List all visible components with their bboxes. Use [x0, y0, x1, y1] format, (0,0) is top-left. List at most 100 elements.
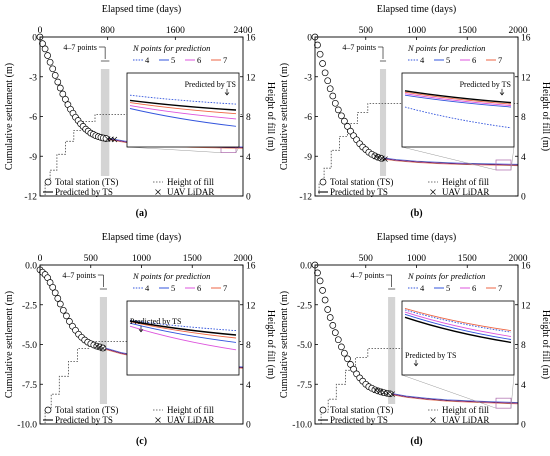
inset-line-4: [404, 309, 512, 333]
lidar-point: [100, 345, 106, 352]
y-left-tick-label: 0: [32, 34, 37, 44]
inset-legend-value: 6: [472, 283, 476, 293]
ts-point: [59, 90, 67, 98]
zoom-connector-left: [401, 146, 497, 171]
series-prediction-n-5: [390, 392, 519, 403]
legend-lidar-marker: [430, 417, 436, 423]
x-tick-label: 500: [359, 26, 374, 36]
inset-frame: [401, 300, 515, 376]
ts-point: [334, 106, 342, 114]
ts-point: [321, 69, 329, 77]
ts-point: [39, 40, 46, 47]
ts-point: [59, 306, 67, 314]
lidar-point: [377, 388, 383, 395]
ts-point: [331, 99, 339, 107]
ts-point: [329, 92, 337, 100]
series-prediction-n-7: [390, 394, 519, 405]
y-right-tick-label: 12: [521, 73, 531, 83]
left-y-axis-title: Cumulative settlement (m): [4, 291, 15, 398]
ts-point: [326, 85, 334, 93]
inset-predicted-label: Predicted by TS: [405, 351, 456, 360]
zoom-box: [495, 397, 512, 409]
y-left-tick-label: -9: [29, 153, 37, 163]
inset-legend-value: 5: [171, 283, 175, 293]
legend-lidar-label: UAV LiDAR: [442, 415, 489, 425]
ts-point: [314, 269, 321, 277]
lidar-point: [373, 387, 379, 394]
inset-legend-title: N points for prediction: [132, 43, 210, 53]
inset-legend-value: 6: [197, 283, 201, 293]
inset-line-5: [404, 313, 512, 340]
legend-pred-label: Predicted by TS: [55, 415, 113, 425]
ts-point: [341, 117, 348, 125]
ts-point: [338, 343, 345, 351]
panel-3: Elapsed time (days) Cumulative settlement…: [4, 232, 276, 447]
ts-point: [350, 365, 357, 373]
ts-point: [54, 295, 62, 302]
y-left-tick-label: -3: [29, 73, 37, 83]
y-left-tick-label: -2.5: [297, 301, 312, 311]
inset-line-6: [129, 325, 237, 351]
inset-legend-bg: [129, 270, 237, 294]
x-tick-label: 1500: [458, 254, 477, 264]
y-right-tick-label: 12: [246, 301, 256, 311]
y-right-tick-label: 4: [521, 153, 526, 163]
inset-arrow: [224, 88, 230, 96]
inset-legend-bg: [129, 42, 237, 66]
ts-point: [347, 361, 354, 368]
lidar-point: [379, 155, 385, 162]
top-x-axis-title: Elapsed time (days): [377, 232, 456, 243]
y-right-tick-label: 0: [521, 421, 526, 431]
band-label: 4–7 points: [62, 271, 96, 280]
legend-pred-label: Predicted by TS: [330, 415, 388, 425]
y-right-tick-label: 16: [246, 262, 256, 272]
legend-lidar-marker: [430, 189, 436, 195]
panel-label: (d): [410, 436, 422, 447]
inset-arrow: [499, 88, 505, 96]
x-tick-label: 0: [38, 254, 43, 264]
ts-point: [316, 50, 324, 58]
inset-legend-title: N points for prediction: [407, 43, 485, 53]
ts-point: [51, 289, 59, 297]
ts-point: [41, 45, 49, 53]
ts-point: [331, 329, 339, 336]
x-tick-label: 1500: [458, 26, 477, 36]
inset-arrow: [413, 359, 419, 367]
legend-lidar-label: UAV LiDAR: [167, 415, 214, 425]
legend-lidar-marker: [155, 189, 161, 195]
y-left-tick-label: -7.5: [22, 381, 37, 391]
lidar-point: [111, 136, 118, 143]
ts-point: [347, 127, 354, 135]
y-right-tick-label: 4: [521, 381, 526, 391]
legend-lidar-marker: [155, 417, 161, 423]
lidar-point: [97, 344, 103, 350]
inset-legend-value: 6: [472, 55, 476, 65]
ts-point: [56, 300, 64, 308]
inset-arrow: [138, 325, 144, 333]
ts-point: [314, 41, 321, 49]
ts-point: [334, 336, 342, 344]
x-tick-label: 1000: [132, 254, 151, 264]
ts-point: [329, 322, 337, 329]
inset-line-TS: [404, 316, 512, 344]
y-right-tick-label: 16: [246, 34, 256, 44]
legend-ts-label: Total station (TS): [330, 177, 393, 187]
series-prediction-n-6: [390, 393, 519, 404]
y-left-tick-label: -2.5: [22, 301, 37, 311]
ts-point: [319, 60, 326, 67]
top-x-axis-title: Elapsed time (days): [377, 4, 456, 15]
x-tick-label: 2000: [509, 26, 528, 36]
legend-ts-label: Total station (TS): [55, 405, 118, 415]
prediction-window-band: [379, 69, 387, 176]
inset-legend-value: 4: [145, 55, 150, 65]
y-right-tick-label: 12: [246, 73, 256, 83]
inset-legend-value: 7: [498, 55, 502, 65]
inset-frame: [401, 72, 515, 148]
zoom-connector-right: [510, 374, 515, 409]
inset-line-7: [129, 102, 237, 115]
zoom-connector-right: [510, 146, 515, 171]
ts-point: [377, 154, 385, 162]
lidar-point: [389, 391, 395, 397]
top-x-axis-title: Elapsed time (days): [102, 4, 181, 15]
x-tick-label: 1500: [183, 254, 202, 264]
